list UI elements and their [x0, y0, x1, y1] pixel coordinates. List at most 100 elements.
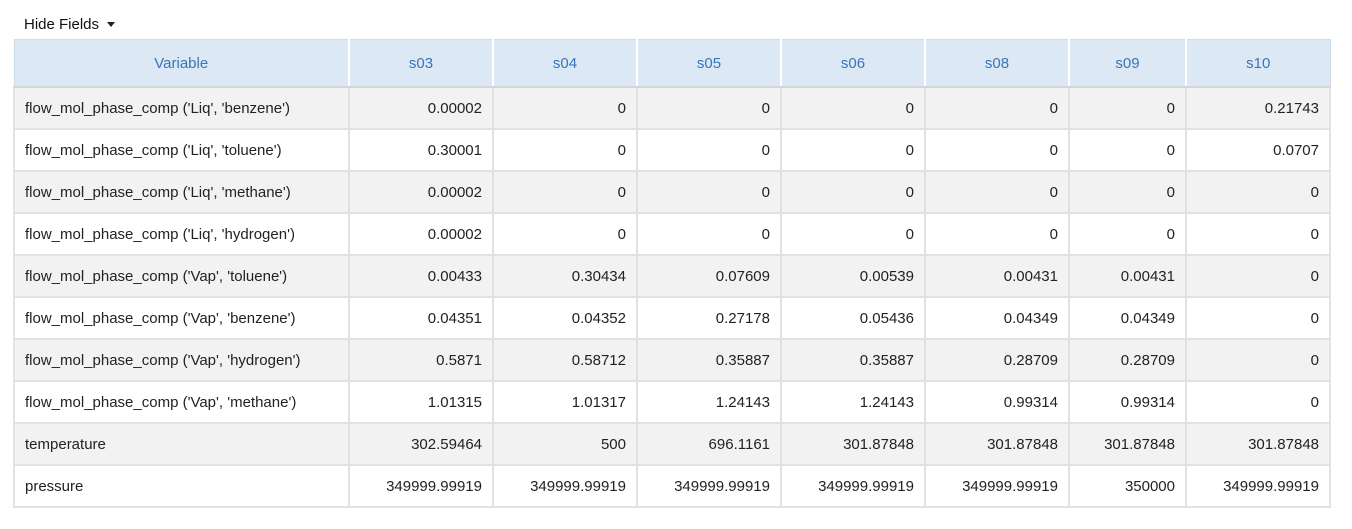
value-cell: 0.35887	[636, 338, 782, 382]
column-header-s09[interactable]: s09	[1068, 39, 1187, 88]
value-cell: 0.27178	[636, 296, 782, 340]
value-cell: 301.87848	[924, 422, 1070, 466]
value-cell: 301.87848	[780, 422, 926, 466]
value-cell: 0	[1185, 338, 1331, 382]
value-cell: 0	[1185, 254, 1331, 298]
value-cell: 0	[924, 170, 1070, 214]
variable-name-cell: flow_mol_phase_comp ('Vap', 'benzene')	[13, 296, 350, 340]
value-cell: 349999.99919	[924, 464, 1070, 508]
table-row: flow_mol_phase_comp ('Vap', 'methane') 1.…	[13, 380, 1331, 424]
value-cell: 349999.99919	[780, 464, 926, 508]
value-cell: 0	[780, 212, 926, 256]
value-cell: 0.04351	[348, 296, 494, 340]
variable-name-cell: flow_mol_phase_comp ('Liq', 'benzene')	[13, 86, 350, 130]
value-cell: 350000	[1068, 464, 1187, 508]
value-cell: 0	[1185, 170, 1331, 214]
value-cell: 0	[636, 170, 782, 214]
value-cell: 0.00539	[780, 254, 926, 298]
value-cell: 0	[636, 128, 782, 172]
value-cell: 0.99314	[924, 380, 1070, 424]
variable-name-cell: flow_mol_phase_comp ('Vap', 'methane')	[13, 380, 350, 424]
value-cell: 1.01317	[492, 380, 638, 424]
value-cell: 349999.99919	[492, 464, 638, 508]
variable-name-cell: pressure	[13, 464, 350, 508]
value-cell: 0	[780, 86, 926, 130]
value-cell: 0	[636, 212, 782, 256]
value-cell: 349999.99919	[1185, 464, 1331, 508]
variable-name-cell: temperature	[13, 422, 350, 466]
value-cell: 0.30001	[348, 128, 494, 172]
value-cell: 0	[1068, 128, 1187, 172]
table-row: temperature 302.59464 500 696.1161 301.87848…	[13, 422, 1331, 466]
caret-down-icon	[107, 22, 116, 27]
value-cell: 0	[492, 212, 638, 256]
value-cell: 0	[1185, 212, 1331, 256]
table-row: pressure 349999.99919 349999.99919 349999.9…	[13, 464, 1331, 508]
table-header-row: Variable s03 s04 s05 s06 s08 s09 s10	[13, 39, 1331, 88]
value-cell: 0	[780, 170, 926, 214]
value-cell: 0	[492, 128, 638, 172]
variable-name-cell: flow_mol_phase_comp ('Liq', 'hydrogen')	[13, 212, 350, 256]
value-cell: 0.58712	[492, 338, 638, 382]
value-cell: 0.00431	[924, 254, 1070, 298]
value-cell: 0.07609	[636, 254, 782, 298]
variable-name-cell: flow_mol_phase_comp ('Vap', 'hydrogen')	[13, 338, 350, 382]
table-row: flow_mol_phase_comp ('Liq', 'hydrogen') 0…	[13, 212, 1331, 256]
value-cell: 0	[1068, 212, 1187, 256]
value-cell: 0.00433	[348, 254, 494, 298]
value-cell: 0.00002	[348, 86, 494, 130]
value-cell: 0.35887	[780, 338, 926, 382]
value-cell: 0.30434	[492, 254, 638, 298]
stream-table: Variable s03 s04 s05 s06 s08 s09 s10 flow_mol_p…	[13, 39, 1331, 508]
value-cell: 0	[1068, 86, 1187, 130]
value-cell: 0	[1185, 296, 1331, 340]
value-cell: 0.04349	[924, 296, 1070, 340]
table-body: flow_mol_phase_comp ('Liq', 'benzene') 0.…	[13, 86, 1331, 508]
value-cell: 301.87848	[1185, 422, 1331, 466]
value-cell: 0.28709	[1068, 338, 1187, 382]
value-cell: 0	[1185, 380, 1331, 424]
column-header-variable[interactable]: Variable	[13, 39, 350, 88]
value-cell: 1.24143	[780, 380, 926, 424]
column-header-s08[interactable]: s08	[924, 39, 1070, 88]
value-cell: 696.1161	[636, 422, 782, 466]
column-header-s04[interactable]: s04	[492, 39, 638, 88]
value-cell: 0.00431	[1068, 254, 1187, 298]
value-cell: 0.21743	[1185, 86, 1331, 130]
table-row: flow_mol_phase_comp ('Liq', 'toluene') 0.…	[13, 128, 1331, 172]
column-header-s10[interactable]: s10	[1185, 39, 1331, 88]
value-cell: 0	[492, 86, 638, 130]
variable-name-cell: flow_mol_phase_comp ('Vap', 'toluene')	[13, 254, 350, 298]
value-cell: 0	[636, 86, 782, 130]
value-cell: 0	[924, 128, 1070, 172]
value-cell: 302.59464	[348, 422, 494, 466]
value-cell: 0	[780, 128, 926, 172]
value-cell: 349999.99919	[348, 464, 494, 508]
value-cell: 0	[924, 212, 1070, 256]
value-cell: 349999.99919	[636, 464, 782, 508]
value-cell: 0.99314	[1068, 380, 1187, 424]
table-row: flow_mol_phase_comp ('Vap', 'toluene') 0.…	[13, 254, 1331, 298]
value-cell: 0.05436	[780, 296, 926, 340]
value-cell: 0.04349	[1068, 296, 1187, 340]
value-cell: 1.01315	[348, 380, 494, 424]
column-header-s03[interactable]: s03	[348, 39, 494, 88]
value-cell: 0.5871	[348, 338, 494, 382]
value-cell: 0	[1068, 170, 1187, 214]
table-row: flow_mol_phase_comp ('Vap', 'hydrogen') 0…	[13, 338, 1331, 382]
hide-fields-label: Hide Fields	[24, 15, 100, 33]
variable-name-cell: flow_mol_phase_comp ('Liq', 'methane')	[13, 170, 350, 214]
value-cell: 0.04352	[492, 296, 638, 340]
value-cell: 301.87848	[1068, 422, 1187, 466]
variable-name-cell: flow_mol_phase_comp ('Liq', 'toluene')	[13, 128, 350, 172]
table-row: flow_mol_phase_comp ('Vap', 'benzene') 0.…	[13, 296, 1331, 340]
value-cell: 0.0707	[1185, 128, 1331, 172]
column-header-s05[interactable]: s05	[636, 39, 782, 88]
column-header-s06[interactable]: s06	[780, 39, 926, 88]
value-cell: 0	[924, 86, 1070, 130]
value-cell: 0	[492, 170, 638, 214]
value-cell: 0.00002	[348, 212, 494, 256]
hide-fields-button[interactable]: Hide Fields	[24, 12, 116, 36]
value-cell: 0.28709	[924, 338, 1070, 382]
table-row: flow_mol_phase_comp ('Liq', 'methane') 0.…	[13, 170, 1331, 214]
